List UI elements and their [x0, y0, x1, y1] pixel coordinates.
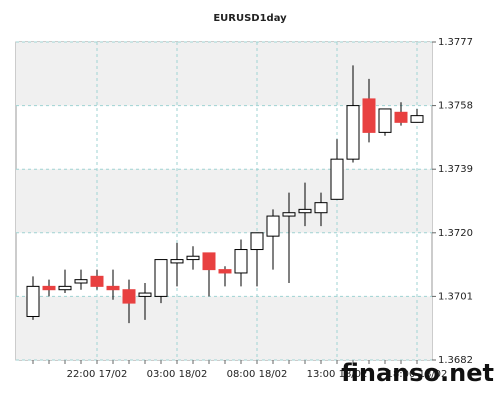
candle-body: [202, 252, 216, 271]
candle-body: [122, 289, 136, 304]
candle-body: [314, 202, 328, 214]
candle-body: [234, 249, 248, 274]
y-tick-label: 1.3701: [438, 291, 473, 302]
candle-body: [106, 285, 120, 291]
band: [16, 169, 432, 233]
x-tick-label: 03:00 18/02: [147, 369, 208, 380]
candle-body: [250, 232, 264, 251]
candle-body: [58, 285, 72, 291]
candle-body: [282, 212, 296, 217]
candle-body: [42, 285, 56, 291]
marks: [26, 65, 424, 324]
candle-body: [362, 98, 376, 133]
y-tick-label: 1.3777: [438, 37, 473, 48]
candle-body: [26, 285, 40, 317]
y-tick-label: 1.3682: [438, 355, 473, 366]
candle-body: [90, 275, 104, 287]
x-tick-label: 22:00 17/02: [67, 369, 128, 380]
candle-body: [138, 292, 152, 297]
y-tick-label: 1.3739: [438, 164, 473, 175]
y-tick-label: 1.3758: [438, 101, 473, 112]
candle-body: [410, 115, 424, 123]
candle-body: [378, 108, 392, 133]
candle-body: [394, 111, 408, 123]
candle-body: [154, 259, 168, 297]
bands: [16, 42, 432, 360]
candle-body: [346, 105, 360, 160]
candle-body: [186, 255, 200, 261]
band: [16, 42, 432, 106]
x-tick-label: 08:00 18/02: [227, 369, 288, 380]
chart-title: EURUSD1day: [213, 13, 287, 24]
y-tick-label: 1.3720: [438, 228, 473, 239]
x-tick-label: 18:00 18/02: [387, 369, 448, 380]
candle-body: [266, 215, 280, 237]
candle-body: [330, 158, 344, 200]
candle-body: [298, 208, 312, 214]
grid: [16, 41, 432, 361]
band: [16, 296, 432, 360]
candle-body: [218, 269, 232, 274]
watermark: finanso.net: [341, 359, 494, 387]
x-tick-label: 13:00 18/02: [307, 369, 368, 380]
candle-body: [74, 279, 88, 284]
candle-body: [170, 259, 184, 264]
